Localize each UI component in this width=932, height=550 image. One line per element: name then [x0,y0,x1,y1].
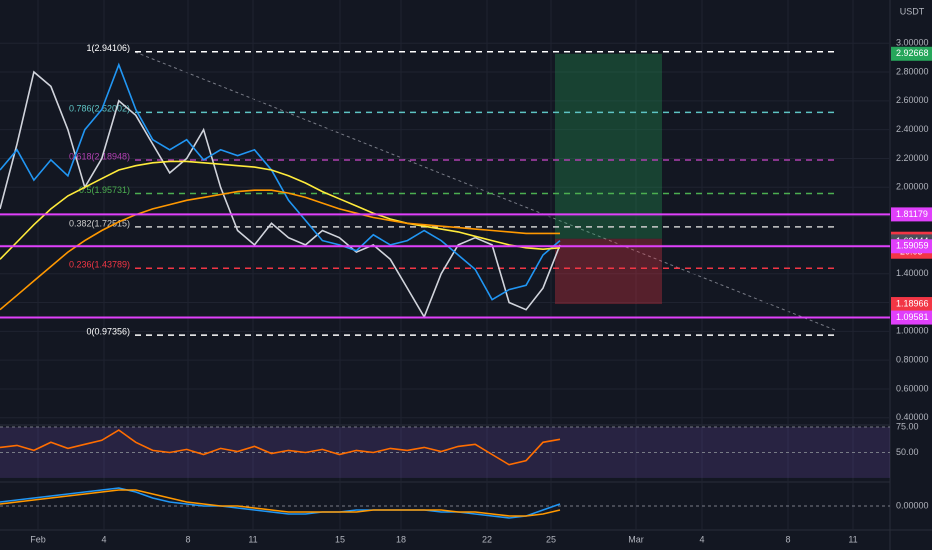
price-label: 1.59059 [896,241,929,251]
y-tick-label: 0.00000 [896,500,929,510]
price-label: 2.92668 [896,48,929,58]
series-line [0,429,561,466]
x-tick-label: 8 [185,534,190,544]
y-tick-label: 2.20000 [896,153,929,163]
fib-label: 0.786(2.52002) [69,104,130,114]
price-label-bg [891,207,932,222]
series-line [0,160,561,260]
x-tick-label: 8 [785,534,790,544]
x-tick-label: 4 [101,534,106,544]
price-label-bg [891,46,932,61]
fib-label: 0.618(2.18948) [69,151,130,161]
price-axis [890,0,932,550]
fib-label: 0.382(1.72515) [69,218,130,228]
series-line [0,489,561,517]
x-tick-label: 22 [482,534,492,544]
y-tick-label: 0.60000 [896,383,929,393]
y-tick-label: 2.80000 [896,66,929,76]
series-line [0,189,560,311]
currency: USDT [900,6,925,16]
y-tick-label: 2.40000 [896,124,929,134]
x-tick-label: 25 [546,534,556,544]
y-tick-label: 2.60000 [896,95,929,105]
target-zone [555,53,662,239]
price-label-bg [891,310,932,325]
y-tick-label: 1.40000 [896,268,929,278]
price-label-bg [891,297,932,312]
fib-label: 0.5(1.95731) [79,185,130,195]
x-tick-label: 11 [248,534,257,544]
series-line [0,62,561,301]
fib-label: 0.236(1.43789) [69,260,130,270]
x-tick-label: Feb [30,534,46,544]
price-label: 1.09581 [896,312,929,322]
price-label-bg [891,239,932,254]
x-tick-label: Mar [628,534,644,544]
fib-label: 1(2.94106) [86,43,130,53]
x-tick-label: 18 [396,534,406,544]
fib-label: 0(0.97356) [86,327,130,337]
y-tick-label: 3.00000 [896,38,929,48]
y-tick-label: 1.00000 [896,326,929,336]
x-tick-label: 11 [848,534,857,544]
y-tick-label: 0.80000 [896,355,929,365]
y-tick-label: 2.00000 [896,182,929,192]
price-label: 1.18966 [896,298,929,308]
series-line [0,487,561,519]
price-label: 1.81179 [896,209,928,219]
y-tick-label: 0.40000 [896,412,929,422]
stop-zone [555,238,662,305]
x-tick-label: 15 [335,534,345,544]
y-tick-label: 75.00 [896,421,919,431]
x-tick-label: 4 [699,534,704,544]
series-line [0,70,561,319]
y-tick-label: 50.00 [896,447,919,457]
